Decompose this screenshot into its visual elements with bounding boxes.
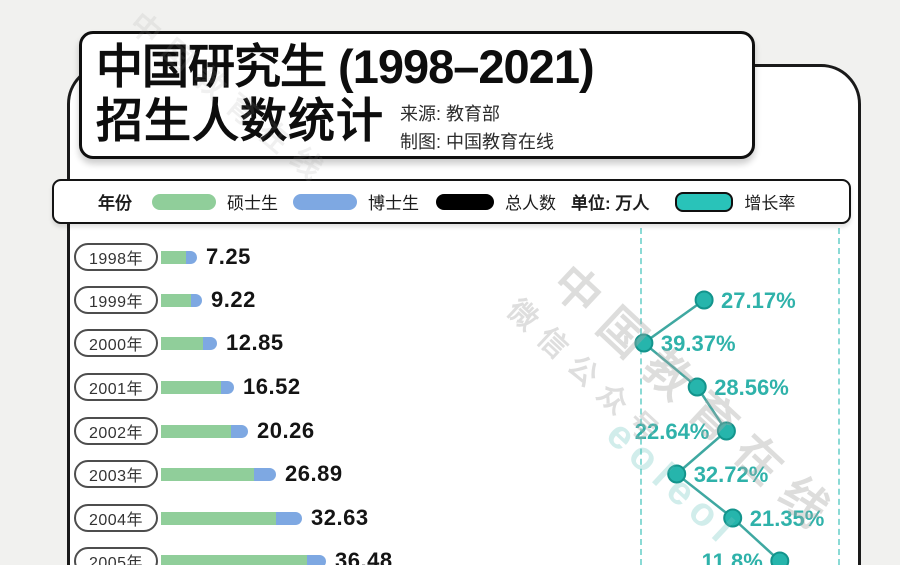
total-bar xyxy=(161,336,217,350)
doctor-bar-segment xyxy=(307,554,326,565)
year-pill: 2004年 xyxy=(74,504,158,532)
legend-master-swatch xyxy=(152,193,216,210)
year-pill: 2001年 xyxy=(74,373,158,401)
legend-bar: 年份 硕士生 博士生 总人数 单位: 万人 增长率 xyxy=(52,179,851,224)
master-bar-segment xyxy=(161,511,276,525)
master-bar-segment xyxy=(161,380,221,394)
doctor-bar-segment xyxy=(231,424,248,438)
total-bar xyxy=(161,293,202,307)
master-bar-segment xyxy=(161,250,186,264)
legend-growth-label: 增长率 xyxy=(744,194,796,213)
total-value-label: 9.22 xyxy=(211,287,256,312)
year-row: 2000年 12.85 xyxy=(74,328,284,358)
year-pill: 1999年 xyxy=(74,286,158,314)
total-value-label: 20.26 xyxy=(257,418,315,443)
total-value-label: 7.25 xyxy=(206,244,251,269)
legend-year-label: 年份 xyxy=(98,194,132,213)
doctor-bar-segment xyxy=(203,336,217,350)
year-pill: 2003年 xyxy=(74,460,158,488)
year-pill: 1998年 xyxy=(74,243,158,271)
master-bar-segment xyxy=(161,336,203,350)
page-title-line1: 中国研究生 (1998–2021) xyxy=(96,40,595,93)
total-value-label: 26.89 xyxy=(285,461,343,486)
year-row: 2002年 20.26 xyxy=(74,416,315,446)
legend-total-label: 总人数 xyxy=(505,194,556,213)
master-bar-segment xyxy=(161,554,307,565)
doctor-bar-segment xyxy=(221,380,234,394)
year-row: 2003年 26.89 xyxy=(74,459,343,489)
total-bar xyxy=(161,554,326,565)
total-bar xyxy=(161,380,234,394)
credit-line: 制图: 中国教育在线 xyxy=(400,132,555,153)
total-bar xyxy=(161,467,276,481)
total-bar xyxy=(161,250,197,264)
legend-master-label: 硕士生 xyxy=(227,194,278,213)
total-value-label: 36.48 xyxy=(335,548,393,565)
total-bar xyxy=(161,511,302,525)
year-row: 1999年 9.22 xyxy=(74,285,256,315)
year-pill: 2005年 xyxy=(74,547,158,565)
legend-total-swatch xyxy=(436,193,494,210)
doctor-bar-segment xyxy=(186,250,197,264)
page-title-line2: 招生人数统计 xyxy=(96,94,384,148)
total-value-label: 12.85 xyxy=(226,330,284,355)
year-row: 2004年 32.63 xyxy=(74,503,369,533)
year-row: 2005年 36.48 xyxy=(74,546,393,565)
growth-column-dashed-line-right xyxy=(838,228,840,565)
master-bar-segment xyxy=(161,293,191,307)
year-row: 2001年 16.52 xyxy=(74,372,301,402)
legend-growth-swatch xyxy=(675,191,734,212)
legend-doctor-label: 博士生 xyxy=(368,194,419,213)
total-value-label: 16.52 xyxy=(243,374,301,399)
year-row: 1998年 7.25 xyxy=(74,242,251,272)
doctor-bar-segment xyxy=(254,467,276,481)
legend-doctor-swatch xyxy=(293,193,357,210)
doctor-bar-segment xyxy=(276,511,302,525)
year-pill: 2002年 xyxy=(74,417,158,445)
total-bar xyxy=(161,424,248,438)
doctor-bar-segment xyxy=(191,293,202,307)
legend-unit-label: 单位: 万人 xyxy=(571,194,650,213)
year-pill: 2000年 xyxy=(74,329,158,357)
total-value-label: 32.63 xyxy=(311,505,369,530)
title-box: 中国研究生 (1998–2021) 招生人数统计 来源: 教育部 制图: 中国教… xyxy=(79,31,755,159)
master-bar-segment xyxy=(161,424,231,438)
source-line: 来源: 教育部 xyxy=(400,104,501,125)
master-bar-segment xyxy=(161,467,254,481)
growth-column-dashed-line-left xyxy=(640,228,642,565)
